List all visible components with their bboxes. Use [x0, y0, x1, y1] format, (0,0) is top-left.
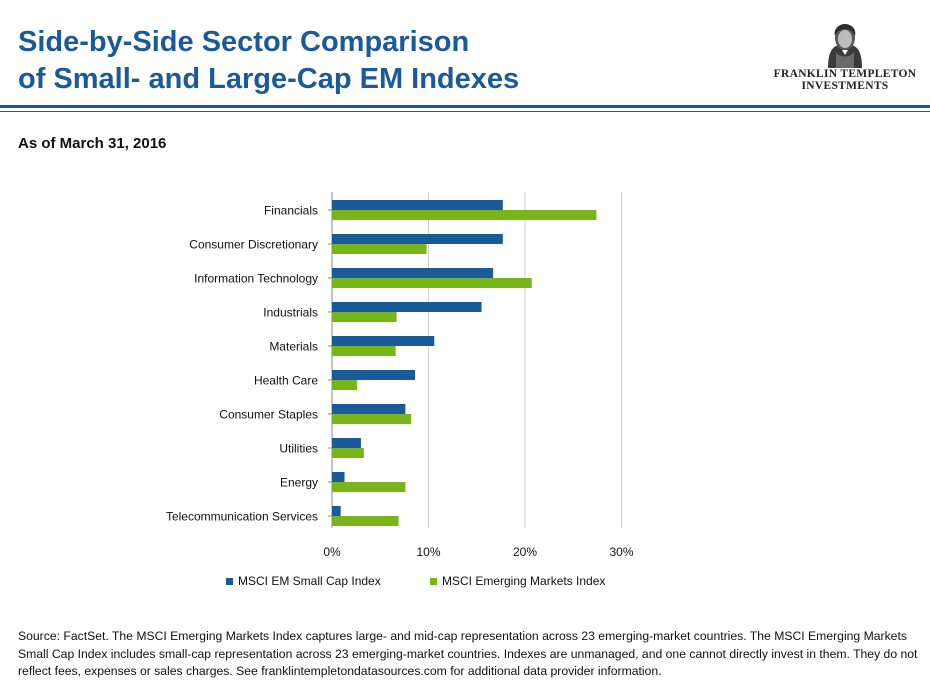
franklin-templeton-logo: FRANKLIN TEMPLETON INVESTMENTS: [770, 22, 920, 94]
bar-emerging-markets: [332, 482, 406, 492]
legend-label-small-cap: MSCI EM Small Cap Index: [238, 574, 381, 588]
bar-small-cap: [332, 472, 345, 482]
category-label: Consumer Staples: [219, 408, 318, 422]
bar-emerging-markets: [332, 516, 399, 526]
category-label: Consumer Discretionary: [189, 238, 318, 252]
logo-wordmark: FRANKLIN TEMPLETON INVESTMENTS: [773, 68, 917, 92]
bar-small-cap: [332, 370, 415, 380]
category-label: Health Care: [254, 374, 318, 388]
category-label: Information Technology: [194, 272, 318, 286]
x-tick-label: 20%: [513, 545, 537, 559]
source-footnote: Source: FactSet. The MSCI Emerging Marke…: [18, 629, 918, 678]
bar-small-cap: [332, 404, 406, 414]
x-tick-label: 10%: [416, 545, 440, 559]
bar-emerging-markets: [332, 346, 396, 356]
bar-small-cap: [332, 268, 494, 278]
page-title: Side-by-Side Sector Comparison of Small-…: [18, 24, 718, 98]
x-tick-label: 30%: [609, 545, 633, 559]
bar-emerging-markets: [332, 312, 397, 322]
title-line-2: of Small- and Large-Cap EM Indexes: [18, 63, 520, 95]
header-divider-thick: [0, 105, 930, 108]
legend-swatch-small-cap: [226, 577, 233, 585]
x-tick-label: 0%: [323, 545, 341, 559]
legend-label-emerging-markets: MSCI Emerging Markets Index: [442, 574, 606, 588]
bar-emerging-markets: [332, 380, 358, 390]
bar-small-cap: [332, 506, 341, 516]
category-label: Financials: [264, 204, 318, 218]
as-of-date: As of March 31, 2016: [18, 135, 167, 152]
legend-item-emerging-markets: MSCI Emerging Markets Index: [430, 574, 605, 588]
bar-emerging-markets: [332, 244, 427, 254]
bar-small-cap: [332, 302, 482, 312]
category-label: Telecommunication Services: [166, 510, 318, 524]
category-label: Industrials: [263, 306, 318, 320]
bar-emerging-markets: [332, 210, 597, 220]
category-label: Energy: [280, 476, 318, 490]
bar-small-cap: [332, 438, 361, 448]
bar-small-cap: [332, 200, 503, 210]
category-label: Materials: [269, 340, 318, 354]
legend-swatch-emerging-markets: [430, 577, 437, 585]
title-line-1: Side-by-Side Sector Comparison: [18, 26, 470, 58]
bar-emerging-markets: [332, 448, 364, 458]
portrait-emblem-icon: [828, 24, 862, 68]
category-label: Utilities: [279, 442, 318, 456]
bar-small-cap: [332, 336, 435, 346]
legend-item-small-cap: MSCI EM Small Cap Index: [226, 574, 381, 588]
bar-emerging-markets: [332, 278, 532, 288]
sector-bar-chart: 0% 10% 20% 30% Financials Consumer Discretion…: [166, 192, 634, 559]
bar-emerging-markets: [332, 414, 412, 424]
header-divider-thin: [0, 111, 930, 112]
bar-small-cap: [332, 234, 503, 244]
